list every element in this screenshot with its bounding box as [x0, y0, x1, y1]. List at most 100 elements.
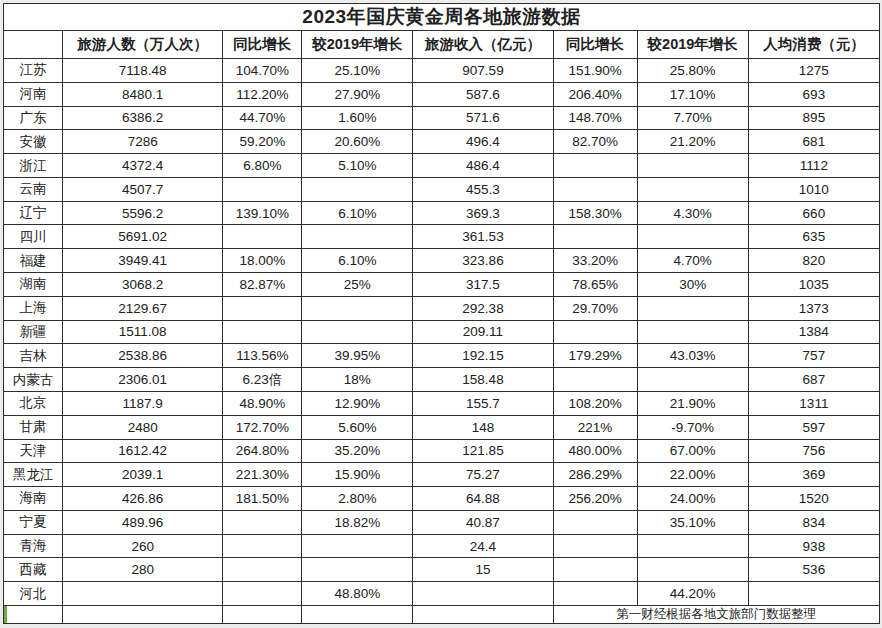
vs2019-growth-cell[interactable]: 6.10%: [302, 249, 413, 273]
revenue-vs2019-growth-cell[interactable]: -9.70%: [637, 415, 748, 439]
revenue-yoy-growth-cell[interactable]: 179.29%: [553, 344, 637, 368]
province-cell[interactable]: 北京: [4, 391, 63, 415]
revenue-vs2019-growth-cell[interactable]: [637, 296, 748, 320]
revenue-cell[interactable]: 148: [413, 415, 553, 439]
revenue-yoy-growth-cell[interactable]: [553, 510, 637, 534]
vs2019-growth-cell[interactable]: 48.80%: [302, 582, 413, 606]
revenue-yoy-growth-cell[interactable]: 286.29%: [553, 463, 637, 487]
yoy-growth-cell[interactable]: [223, 320, 302, 344]
revenue-cell[interactable]: 75.27: [413, 463, 553, 487]
per-capita-spend-cell[interactable]: 1384: [748, 320, 879, 344]
province-cell[interactable]: 河北: [4, 582, 63, 606]
revenue-vs2019-growth-cell[interactable]: 4.70%: [637, 249, 748, 273]
yoy-growth-cell[interactable]: [223, 534, 302, 558]
revenue-cell[interactable]: 323.86: [413, 249, 553, 273]
revenue-vs2019-growth-cell[interactable]: 22.00%: [637, 463, 748, 487]
yoy-growth-cell[interactable]: 264.80%: [223, 439, 302, 463]
tourists-cell[interactable]: 260: [63, 534, 223, 558]
vs2019-growth-cell[interactable]: 18%: [302, 368, 413, 392]
revenue-vs2019-growth-cell[interactable]: 21.90%: [637, 391, 748, 415]
yoy-growth-cell[interactable]: 181.50%: [223, 487, 302, 511]
revenue-vs2019-growth-cell[interactable]: [637, 534, 748, 558]
per-capita-spend-cell[interactable]: 1373: [748, 296, 879, 320]
revenue-vs2019-growth-cell[interactable]: 67.00%: [637, 439, 748, 463]
header-cell-province[interactable]: [4, 31, 63, 59]
tourists-cell[interactable]: 2039.1: [63, 463, 223, 487]
yoy-growth-cell[interactable]: 82.87%: [223, 273, 302, 297]
header-cell-revenue-vs2019-growth[interactable]: 较2019年增长: [637, 31, 748, 59]
yoy-growth-cell[interactable]: [223, 177, 302, 201]
per-capita-spend-cell[interactable]: 1035: [748, 273, 879, 297]
province-cell[interactable]: 甘肃: [4, 415, 63, 439]
province-cell[interactable]: 海南: [4, 487, 63, 511]
yoy-growth-cell[interactable]: 172.70%: [223, 415, 302, 439]
revenue-yoy-growth-cell[interactable]: 221%: [553, 415, 637, 439]
revenue-vs2019-growth-cell[interactable]: [637, 177, 748, 201]
selected-empty-cell[interactable]: [4, 606, 63, 624]
tourists-cell[interactable]: 1187.9: [63, 391, 223, 415]
per-capita-spend-cell[interactable]: 895: [748, 106, 879, 130]
tourists-cell[interactable]: 2306.01: [63, 368, 223, 392]
per-capita-spend-cell[interactable]: 1112: [748, 154, 879, 178]
revenue-yoy-growth-cell[interactable]: [553, 558, 637, 582]
revenue-vs2019-growth-cell[interactable]: 25.80%: [637, 59, 748, 83]
province-cell[interactable]: 江苏: [4, 59, 63, 83]
province-cell[interactable]: 黑龙江: [4, 463, 63, 487]
revenue-vs2019-growth-cell[interactable]: 44.20%: [637, 582, 748, 606]
revenue-yoy-growth-cell[interactable]: [553, 582, 637, 606]
vs2019-growth-cell[interactable]: [302, 320, 413, 344]
per-capita-spend-cell[interactable]: 757: [748, 344, 879, 368]
revenue-vs2019-growth-cell[interactable]: 17.10%: [637, 82, 748, 106]
yoy-growth-cell[interactable]: [223, 296, 302, 320]
province-cell[interactable]: 广东: [4, 106, 63, 130]
per-capita-spend-cell[interactable]: [748, 582, 879, 606]
per-capita-spend-cell[interactable]: 756: [748, 439, 879, 463]
revenue-cell[interactable]: 496.4: [413, 130, 553, 154]
yoy-growth-cell[interactable]: [223, 558, 302, 582]
per-capita-spend-cell[interactable]: 1275: [748, 59, 879, 83]
vs2019-growth-cell[interactable]: 27.90%: [302, 82, 413, 106]
revenue-yoy-growth-cell[interactable]: [553, 177, 637, 201]
revenue-cell[interactable]: [413, 582, 553, 606]
revenue-yoy-growth-cell[interactable]: 480.00%: [553, 439, 637, 463]
vs2019-growth-cell[interactable]: [302, 225, 413, 249]
province-cell[interactable]: 福建: [4, 249, 63, 273]
province-cell[interactable]: 宁夏: [4, 510, 63, 534]
per-capita-spend-cell[interactable]: 687: [748, 368, 879, 392]
tourists-cell[interactable]: 1511.08: [63, 320, 223, 344]
revenue-cell[interactable]: 209.11: [413, 320, 553, 344]
revenue-vs2019-growth-cell[interactable]: [637, 368, 748, 392]
province-cell[interactable]: 湖南: [4, 273, 63, 297]
per-capita-spend-cell[interactable]: 369: [748, 463, 879, 487]
revenue-vs2019-growth-cell[interactable]: 30%: [637, 273, 748, 297]
revenue-cell[interactable]: 369.3: [413, 201, 553, 225]
province-cell[interactable]: 上海: [4, 296, 63, 320]
revenue-yoy-growth-cell[interactable]: 256.20%: [553, 487, 637, 511]
per-capita-spend-cell[interactable]: 635: [748, 225, 879, 249]
revenue-yoy-growth-cell[interactable]: 108.20%: [553, 391, 637, 415]
revenue-yoy-growth-cell[interactable]: 82.70%: [553, 130, 637, 154]
per-capita-spend-cell[interactable]: 597: [748, 415, 879, 439]
vs2019-growth-cell[interactable]: 1.60%: [302, 106, 413, 130]
yoy-growth-cell[interactable]: 112.20%: [223, 82, 302, 106]
revenue-cell[interactable]: 317.5: [413, 273, 553, 297]
yoy-growth-cell[interactable]: 139.10%: [223, 201, 302, 225]
revenue-cell[interactable]: 158.48: [413, 368, 553, 392]
yoy-growth-cell[interactable]: 6.80%: [223, 154, 302, 178]
revenue-cell[interactable]: 192.15: [413, 344, 553, 368]
per-capita-spend-cell[interactable]: 660: [748, 201, 879, 225]
header-cell-revenue[interactable]: 旅游收入（亿元）: [413, 31, 553, 59]
revenue-cell[interactable]: 155.7: [413, 391, 553, 415]
province-cell[interactable]: 天津: [4, 439, 63, 463]
tourists-cell[interactable]: [63, 582, 223, 606]
tourists-cell[interactable]: 5691.02: [63, 225, 223, 249]
vs2019-growth-cell[interactable]: 20.60%: [302, 130, 413, 154]
revenue-vs2019-growth-cell[interactable]: 43.03%: [637, 344, 748, 368]
province-cell[interactable]: 内蒙古: [4, 368, 63, 392]
revenue-yoy-growth-cell[interactable]: 151.90%: [553, 59, 637, 83]
province-cell[interactable]: 辽宁: [4, 201, 63, 225]
header-cell-per-capita-spend[interactable]: 人均消费（元）: [748, 31, 879, 59]
tourists-cell[interactable]: 4507.7: [63, 177, 223, 201]
tourists-cell[interactable]: 2129.67: [63, 296, 223, 320]
revenue-cell[interactable]: 24.4: [413, 534, 553, 558]
